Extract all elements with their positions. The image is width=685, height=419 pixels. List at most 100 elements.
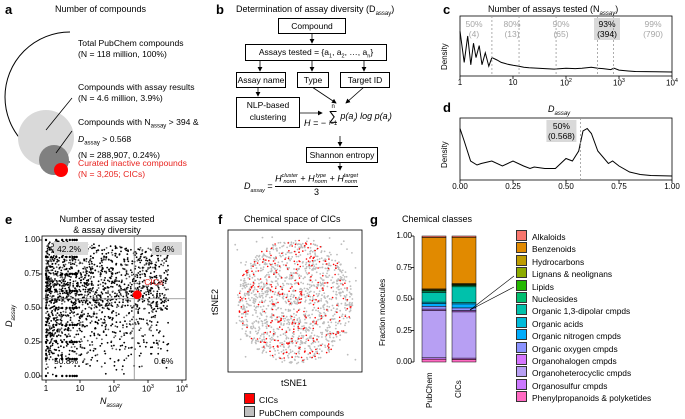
scatter-point xyxy=(81,321,84,323)
scatter-point xyxy=(69,312,71,315)
scatter-point xyxy=(73,350,76,353)
scatter-point xyxy=(108,268,110,271)
scatter-point xyxy=(66,296,68,298)
scatter-point xyxy=(51,296,53,298)
scatter-point xyxy=(64,311,67,314)
scatter-point xyxy=(106,307,109,310)
pubchem-point xyxy=(248,275,251,278)
scatter-point xyxy=(116,280,118,282)
scatter-point xyxy=(48,248,51,251)
scatter-point xyxy=(55,349,58,351)
scatter-point xyxy=(156,329,158,331)
scatter-point xyxy=(63,338,66,341)
scatter-point xyxy=(45,302,48,305)
tsne-scatter xyxy=(227,229,363,373)
scatter-point xyxy=(101,252,104,255)
pubchem-point xyxy=(288,267,290,269)
scatter-point xyxy=(106,286,109,288)
legend-item: Hydrocarbons xyxy=(516,254,584,267)
scatter-point xyxy=(73,357,76,361)
scatter-point xyxy=(52,325,55,328)
assay-results-count: (N = 4.6 million, 3.9%) xyxy=(78,93,163,103)
scatter-point xyxy=(140,318,143,320)
scatter-point xyxy=(71,259,74,262)
scatter-point xyxy=(121,344,124,347)
scatter-point xyxy=(158,288,160,291)
scatter-point xyxy=(82,361,84,363)
scatter-point xyxy=(52,305,55,308)
pubchem-point xyxy=(331,276,334,279)
scatter-point xyxy=(101,249,103,252)
pubchem-point xyxy=(251,296,253,299)
scatter-point xyxy=(150,324,153,327)
pubchem-point xyxy=(286,322,288,325)
legend-item: Organosulfur cmpds xyxy=(516,378,607,391)
scatter-point xyxy=(80,293,82,296)
scatter-point xyxy=(85,363,88,365)
pubchem-point xyxy=(278,252,281,254)
legend-item: Alkaloids xyxy=(516,230,566,242)
type-box: Type xyxy=(297,72,329,88)
scatter-point xyxy=(136,286,139,289)
scatter-point xyxy=(108,302,111,305)
scatter-point xyxy=(67,283,70,286)
pubchem-point xyxy=(236,294,239,296)
scatter-point xyxy=(95,249,98,252)
pubchem-point xyxy=(277,273,280,275)
scatter-point xyxy=(49,272,52,275)
scatter-point xyxy=(165,366,168,369)
scatter-point xyxy=(51,344,54,347)
pubchem-point xyxy=(255,267,258,269)
scatter-point xyxy=(70,311,73,313)
scatter-point xyxy=(166,273,169,276)
density-chart-dassay: 50%(0.568) xyxy=(459,117,673,183)
pubchem-point xyxy=(272,338,274,341)
scatter-point xyxy=(135,256,138,259)
scatter-point xyxy=(103,248,106,251)
scatter-point xyxy=(73,272,76,276)
scatter-point xyxy=(104,305,107,307)
legend-swatch xyxy=(516,242,527,254)
pubchem-point xyxy=(313,265,316,268)
scatter-point xyxy=(64,333,67,336)
pubchem-point xyxy=(323,292,326,294)
scatter-point xyxy=(86,363,89,365)
pubchem-point xyxy=(335,332,338,334)
scatter-point xyxy=(104,328,107,331)
scatter-point xyxy=(100,304,103,306)
scatter-point xyxy=(146,259,149,262)
scatter-point xyxy=(130,346,132,349)
scatter-point xyxy=(162,304,165,307)
pubchem-point xyxy=(288,323,291,326)
scatter-point xyxy=(91,356,94,359)
scatter-point xyxy=(123,359,126,362)
scatter-point xyxy=(139,267,141,269)
scatter-point xyxy=(139,246,142,249)
scatter-point xyxy=(90,276,93,278)
scatter-point xyxy=(70,309,72,312)
scatter-point xyxy=(163,272,166,274)
pubchem-point xyxy=(275,308,278,311)
scatter-point xyxy=(88,306,90,309)
pubchem-point xyxy=(272,248,275,251)
scatter-point xyxy=(104,315,106,318)
scatter-point xyxy=(92,315,95,318)
scatter-point xyxy=(49,259,52,262)
scatter-point xyxy=(52,256,55,259)
pubchem-point xyxy=(288,329,291,332)
scatter-point xyxy=(123,334,126,336)
pubchem-point xyxy=(255,305,258,308)
scatter-point xyxy=(152,282,155,285)
scatter-point xyxy=(67,343,69,346)
scatter-point xyxy=(56,330,59,333)
scatter-point xyxy=(45,297,47,299)
scatter-point xyxy=(51,337,54,340)
scatter-point xyxy=(54,301,56,303)
pubchem-point xyxy=(314,358,317,360)
scatter-point xyxy=(114,301,116,304)
pubchem-point xyxy=(310,285,313,288)
scatter-point xyxy=(71,272,74,276)
scatter-point xyxy=(126,304,129,307)
scatter-point xyxy=(54,360,57,362)
scatter-point xyxy=(107,292,109,294)
